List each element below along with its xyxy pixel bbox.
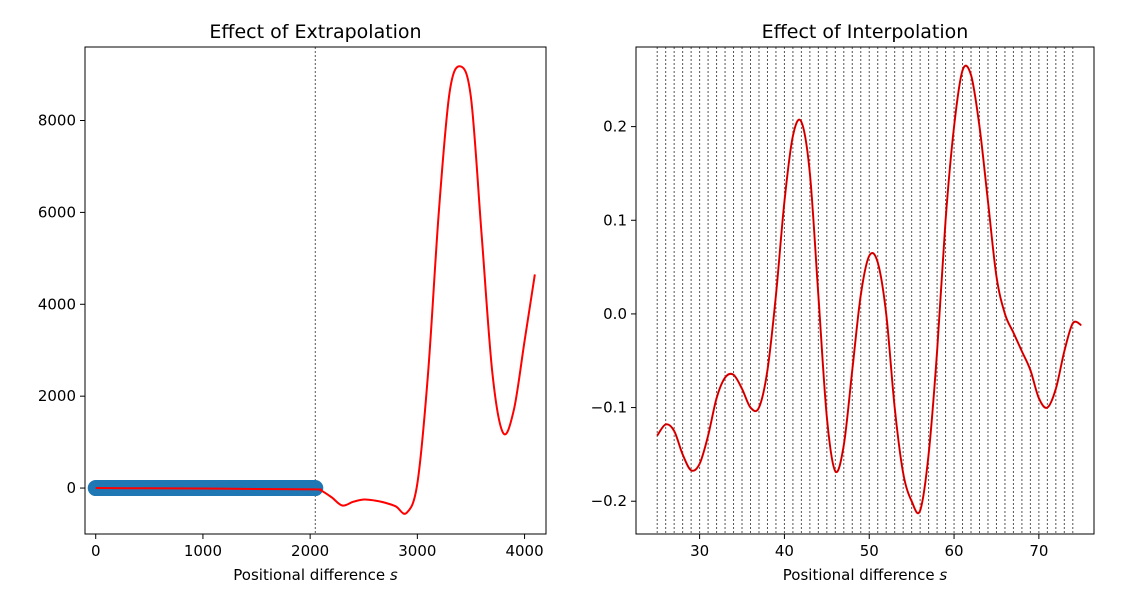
x-tick-label-2: 2000 xyxy=(291,542,329,560)
axes-frame xyxy=(84,46,547,535)
x-tick-label-4: 70 xyxy=(1029,542,1048,560)
y-tick-label-3: 0.1 xyxy=(603,211,627,229)
series-group xyxy=(87,65,536,515)
series-group xyxy=(656,64,1082,515)
axes-frame xyxy=(635,46,1095,535)
series-line-1 xyxy=(95,65,536,515)
x-tick-label-3: 3000 xyxy=(398,542,436,560)
chart-interpolation: 30 40 50 60 70 −0.2 −0.1 0.0 0.1 0.2 Effect of Int… xyxy=(591,21,1095,584)
x-tick-label-0: 30 xyxy=(690,542,709,560)
series-line-core-0 xyxy=(656,65,1082,514)
chart-title: Effect of Interpolation xyxy=(762,21,969,43)
reference-lines xyxy=(656,47,1074,534)
x-tick-label-3: 60 xyxy=(945,542,964,560)
y-tick-label-2: 0.0 xyxy=(603,305,627,323)
x-axis-label: Positional difference s xyxy=(233,566,398,584)
chart-extrapolation: 0 1000 2000 3000 4000 0 2000 4000 6000 8000 Effect… xyxy=(38,21,547,584)
x-axis-label: Positional difference s xyxy=(783,566,948,584)
y-tick-label-1: −0.1 xyxy=(591,399,627,417)
y-tick-label-3: 6000 xyxy=(38,203,76,221)
x-tick-label-1: 1000 xyxy=(184,542,222,560)
x-tick-label-0: 0 xyxy=(91,542,101,560)
y-tick-label-4: 8000 xyxy=(38,112,76,130)
x-tick-label-4: 4000 xyxy=(505,542,543,560)
y-tick-label-0: −0.2 xyxy=(591,492,627,510)
x-tick-label-2: 50 xyxy=(860,542,879,560)
y-tick-label-2: 4000 xyxy=(38,295,76,313)
y-tick-label-0: 0 xyxy=(66,479,76,497)
y-tick-label-1: 2000 xyxy=(38,387,76,405)
x-tick-label-1: 40 xyxy=(775,542,794,560)
chart-title: Effect of Extrapolation xyxy=(209,21,421,43)
y-tick-label-4: 0.2 xyxy=(603,118,627,136)
